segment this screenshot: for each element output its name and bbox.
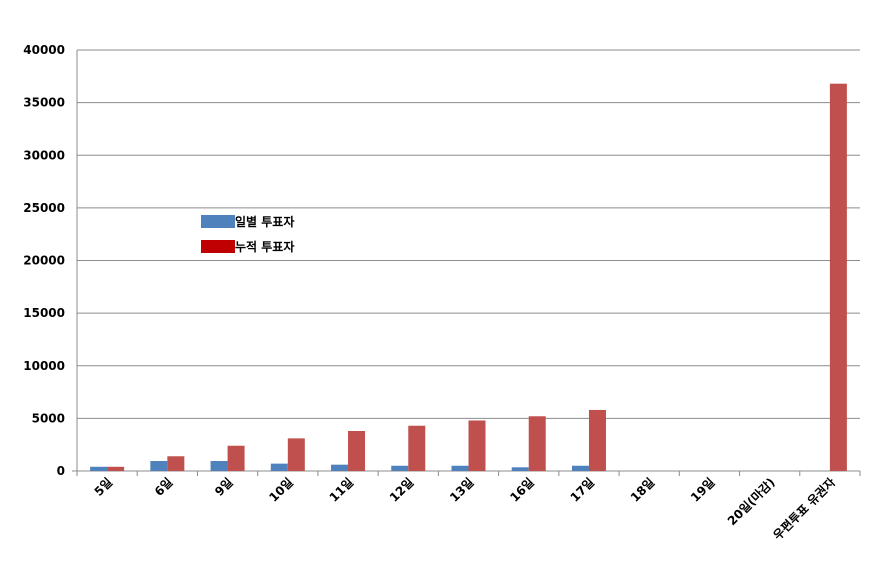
bar-cumulative (287, 438, 305, 471)
bar-cumulative (348, 431, 366, 471)
y-tick-label: 0 (57, 464, 65, 478)
bar-cumulative (227, 445, 245, 471)
bar-daily (90, 466, 108, 471)
legend-label: 일별 투표자 (235, 214, 294, 229)
legend-swatch (201, 215, 235, 228)
bar-daily (451, 465, 469, 471)
bar-cumulative (588, 409, 606, 471)
y-tick-label: 20000 (23, 254, 65, 268)
bar-daily (270, 463, 288, 471)
y-tick-label: 25000 (23, 201, 65, 215)
x-category-label: 10일 (266, 475, 296, 505)
bar-daily (210, 461, 228, 471)
y-tick-label: 10000 (23, 359, 65, 373)
bar-cumulative (408, 425, 426, 471)
x-category-label: 20일(마감) (724, 475, 778, 529)
bar-daily (150, 461, 168, 471)
y-tick-label: 30000 (23, 148, 65, 162)
x-category-label: 18일 (628, 475, 658, 505)
y-tick-label: 15000 (23, 306, 65, 320)
bar-daily (511, 467, 529, 471)
x-category-label: 우편투표 유권자 (770, 475, 838, 543)
bar-daily (391, 465, 409, 471)
bar-daily (331, 464, 349, 471)
bar-cumulative (107, 466, 125, 471)
x-category-label: 16일 (507, 475, 537, 505)
x-category-label: 12일 (387, 475, 417, 505)
x-category-label: 11일 (327, 475, 357, 505)
bar-cumulative (468, 420, 486, 471)
y-tick-label: 5000 (32, 411, 65, 425)
x-category-label: 9일 (212, 475, 236, 499)
legend-swatch (201, 240, 235, 253)
bar-daily (571, 465, 589, 471)
x-category-label: 17일 (568, 475, 598, 505)
bar-cumulative (167, 456, 185, 471)
legend-label: 누적 투표자 (235, 239, 294, 254)
x-category-label: 5일 (92, 475, 116, 499)
y-tick-label: 35000 (23, 96, 65, 110)
x-category-label: 6일 (152, 475, 176, 499)
bar-cumulative (829, 83, 847, 472)
bar-cumulative (528, 416, 546, 471)
y-tick-label: 40000 (23, 43, 65, 57)
x-category-label: 13일 (447, 475, 477, 505)
x-category-label: 19일 (688, 475, 718, 505)
